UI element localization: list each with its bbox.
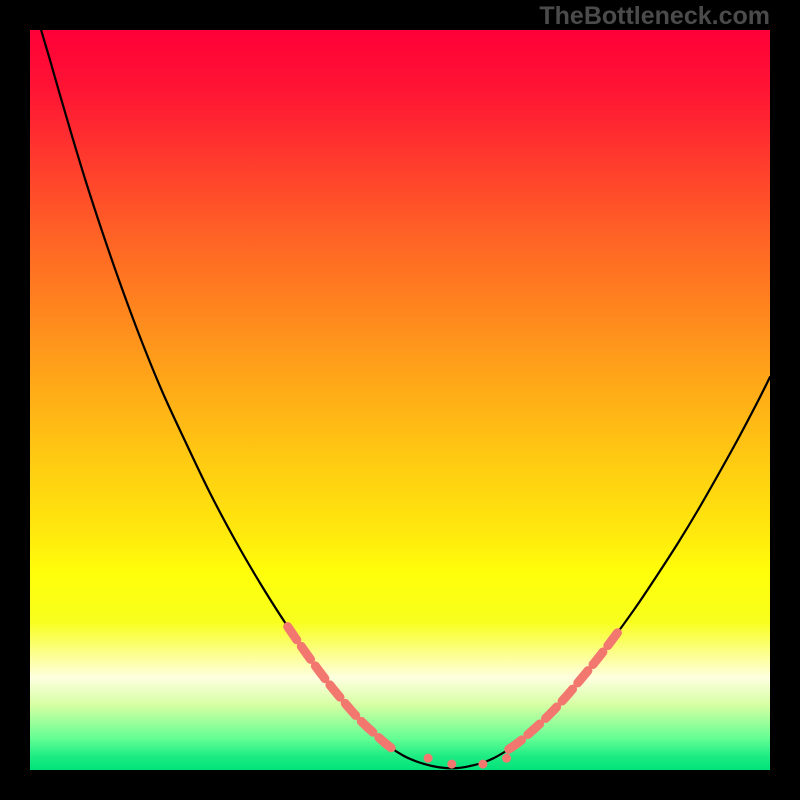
highlight-dot [424,754,433,763]
plot-area [30,30,770,770]
highlight-dash [345,703,356,715]
highlight-dash [379,738,391,748]
highlight-dash [528,724,540,735]
highlight-dot [502,754,511,763]
highlight-dash [288,627,297,640]
bottleneck-curve [30,30,770,768]
highlight-dash [361,721,373,732]
highlight-dash [578,671,588,683]
highlight-dash [509,740,522,749]
highlight-dash [608,633,618,646]
highlight-dash [301,646,310,659]
highlight-dash [545,707,556,718]
highlight-dash [315,666,325,679]
highlight-dot [447,760,456,769]
highlight-dash [562,689,573,701]
curve-svg [30,30,770,770]
watermark-text: TheBottleneck.com [539,2,770,31]
highlight-dash [330,685,340,697]
highlight-dash [593,652,603,665]
highlight-dot [478,760,487,769]
chart-stage: TheBottleneck.com [0,0,800,800]
